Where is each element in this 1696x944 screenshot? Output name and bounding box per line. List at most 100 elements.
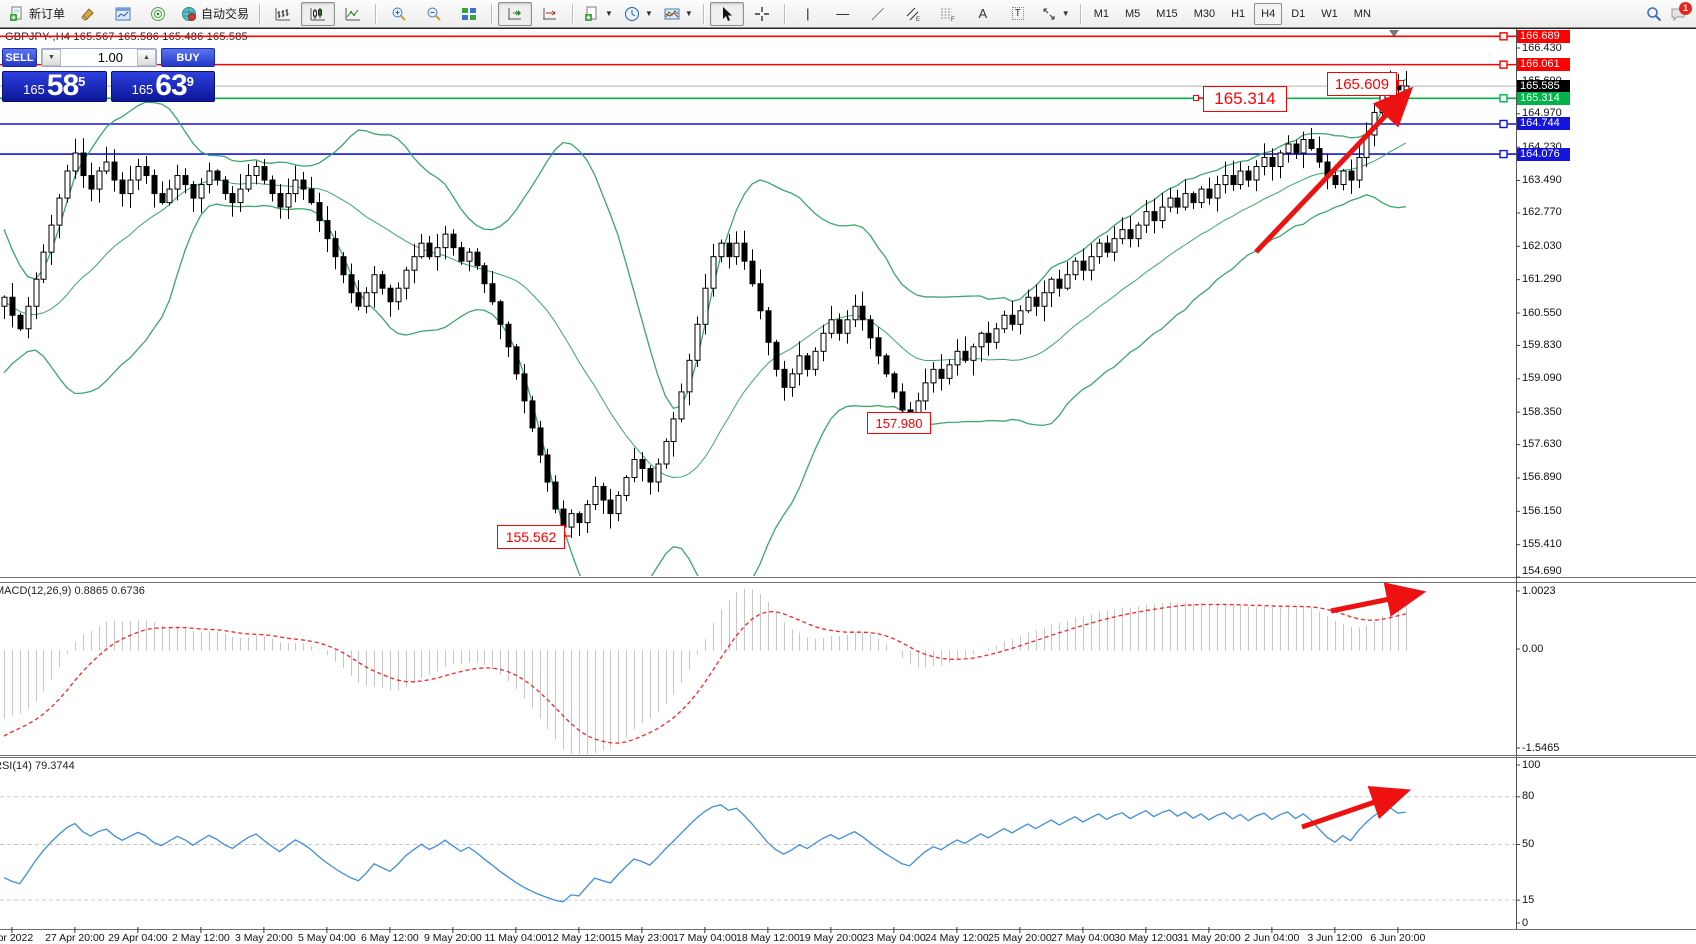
auto-scroll-icon: [508, 7, 522, 19]
zoom-out-button[interactable]: [417, 2, 451, 26]
time-axis-label: 27 May 04:00: [1051, 932, 1115, 944]
new-order-dropdown[interactable]: ▼: [579, 2, 618, 26]
time-axis-label: 23 May 04:00: [862, 932, 926, 944]
text-label-button[interactable]: T: [1001, 2, 1035, 26]
signal-button[interactable]: [141, 2, 175, 26]
crosshair-button[interactable]: [745, 2, 779, 26]
horizontal-line-button[interactable]: —: [826, 2, 860, 26]
price-badge: 165.314: [1517, 91, 1570, 105]
buy-button[interactable]: BUY: [161, 48, 215, 67]
sell-button[interactable]: SELL: [2, 48, 37, 67]
timeframe-m5[interactable]: M5: [1125, 7, 1141, 20]
price-axis-label: 160.550: [1522, 306, 1562, 319]
period-button[interactable]: ▼: [619, 2, 658, 26]
volume-increase-button[interactable]: ▲: [137, 49, 156, 66]
timeframe-w1[interactable]: W1: [1321, 7, 1338, 20]
chart-window-icon: [115, 7, 131, 20]
chart-shift-button[interactable]: [533, 2, 567, 26]
eraser-button[interactable]: [71, 2, 105, 26]
toolbar: 新订单 自动交易: [0, 0, 1696, 28]
candlestick-chart-icon: [310, 7, 326, 20]
timeframe-d1[interactable]: D1: [1291, 7, 1306, 20]
chevron-down-icon: ▼: [644, 9, 653, 18]
auto-scroll-button[interactable]: [498, 1, 533, 26]
cursor-button[interactable]: [709, 1, 744, 26]
chevron-down-icon: ▼: [1061, 9, 1070, 18]
price-axis-label: 164.970: [1522, 107, 1562, 120]
macd-indicator-label: MACD(12,26,9) 0.8865 0.6736: [0, 585, 145, 597]
text-button[interactable]: A: [966, 2, 1000, 26]
buy-price-pips: 63: [155, 69, 187, 102]
sell-price-pips: 58: [46, 69, 79, 102]
price-annotation-box: 157.980: [867, 412, 931, 434]
time-axis-label: 17 May 04:00: [673, 932, 737, 944]
chevron-down-icon: ▼: [605, 9, 613, 18]
eraser-icon: [81, 7, 94, 21]
vertical-line-button[interactable]: |: [791, 2, 825, 26]
crosshair-icon: [754, 6, 769, 21]
trendline-button[interactable]: ／: [861, 2, 895, 26]
search-icon[interactable]: [1646, 6, 1662, 22]
arrows-button[interactable]: ▼: [1036, 2, 1075, 26]
new-order-button[interactable]: 新订单: [4, 2, 70, 26]
time-axis-label: 27 Apr 20:00: [45, 932, 105, 944]
annotation-arrows: [563, 80, 1427, 830]
separator: [572, 3, 575, 24]
price-badge: 166.061: [1517, 58, 1570, 72]
timeframe-mn[interactable]: MN: [1353, 7, 1371, 20]
vertical-line-icon: |: [806, 6, 810, 21]
rsi-scale-label: 0: [1522, 916, 1529, 929]
volume-value[interactable]: 1.00: [97, 50, 123, 65]
timeframe-h4[interactable]: H4: [1254, 2, 1283, 25]
time-axis-label: 18 May 12:00: [736, 932, 800, 944]
zoom-out-icon: [427, 7, 441, 21]
time-axis-label: 3 May 20:00: [234, 932, 293, 944]
time-axis-label: 12 May 12:00: [547, 932, 611, 944]
separator: [491, 3, 494, 24]
chart-window-button[interactable]: [106, 2, 140, 26]
price-axis-label: 159.830: [1522, 338, 1562, 351]
price-axis-label: 159.090: [1522, 372, 1562, 385]
notifications-button[interactable]: 1: [1670, 1, 1692, 22]
rsi-series: [0, 796, 1516, 903]
time-axis-label: 29 Apr 04:00: [108, 932, 168, 944]
volume-stepper[interactable]: ▼ 1.00 ▲: [41, 48, 157, 67]
timeframe-m1[interactable]: M1: [1093, 7, 1109, 20]
time-axis-label: 19 May 20:00: [799, 932, 863, 944]
rsi-indicator-label: RSI(14) 79.3744: [0, 760, 75, 772]
line-chart-button[interactable]: [336, 2, 370, 26]
time-axis-label: 6 May 12:00: [360, 932, 419, 944]
svg-text:E: E: [916, 17, 920, 22]
bar-chart-button[interactable]: [266, 2, 300, 26]
one-click-trading-panel: SELL ▼ 1.00 ▲ BUY 165 58 5 165 63 9: [2, 48, 215, 102]
macd-series: [3, 588, 1407, 754]
equidistant-channel-button[interactable]: E: [896, 2, 930, 26]
price-badge: 164.744: [1517, 117, 1570, 131]
timeframe-group: M1 M5 M15 M30 H1 H4 D1 W1 MN: [1087, 2, 1378, 25]
tile-windows-button[interactable]: [452, 2, 486, 26]
candlestick-chart-button[interactable]: [301, 1, 336, 26]
price-axis-label: 162.030: [1522, 239, 1562, 252]
time-axis-label: 3 Jun 12:00: [1307, 932, 1363, 944]
timeframe-m30[interactable]: M30: [1193, 7, 1216, 20]
signal-icon: [151, 6, 166, 21]
price-annotation-box: 165.314: [1203, 86, 1287, 112]
zoom-in-button[interactable]: [382, 2, 416, 26]
indicators-button[interactable]: ▼: [659, 2, 698, 26]
separator: [1079, 3, 1082, 24]
timeframe-m15[interactable]: M15: [1156, 7, 1178, 20]
buy-price-tile[interactable]: 165 63 9: [110, 69, 215, 102]
auto-trading-button[interactable]: 自动交易: [176, 2, 254, 26]
time-axis-label: 11 May 04:00: [484, 932, 548, 944]
auto-trading-label: 自动交易: [201, 7, 250, 21]
volume-decrease-button[interactable]: ▼: [42, 49, 61, 66]
separator: [783, 3, 786, 24]
timeframe-h1[interactable]: H1: [1231, 7, 1246, 20]
fibonacci-button[interactable]: F: [931, 2, 965, 26]
sell-price-tile[interactable]: 165 58 5: [2, 71, 107, 102]
time-axis-label: 30 May 12:00: [1114, 932, 1178, 944]
rsi-scale-label: 100: [1522, 758, 1541, 771]
new-order-small-icon: [585, 6, 597, 21]
macd-scale-label: 0.00: [1522, 642, 1544, 655]
